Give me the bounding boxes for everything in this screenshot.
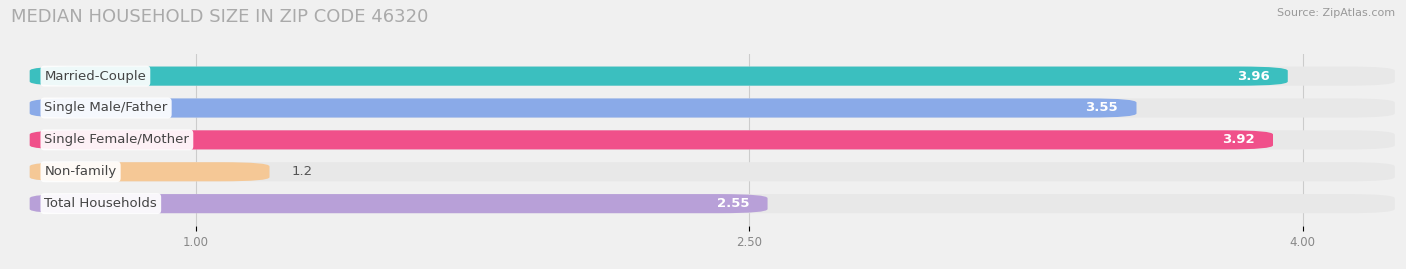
Text: 3.96: 3.96 bbox=[1236, 70, 1270, 83]
FancyBboxPatch shape bbox=[30, 66, 1395, 86]
FancyBboxPatch shape bbox=[30, 130, 1395, 150]
FancyBboxPatch shape bbox=[30, 162, 1395, 181]
FancyBboxPatch shape bbox=[30, 194, 768, 213]
Text: 2.55: 2.55 bbox=[717, 197, 749, 210]
Text: Single Female/Mother: Single Female/Mother bbox=[45, 133, 190, 146]
Text: Single Male/Father: Single Male/Father bbox=[45, 101, 167, 115]
FancyBboxPatch shape bbox=[30, 130, 1272, 150]
Text: Total Households: Total Households bbox=[45, 197, 157, 210]
Text: 3.55: 3.55 bbox=[1085, 101, 1118, 115]
Text: Married-Couple: Married-Couple bbox=[45, 70, 146, 83]
FancyBboxPatch shape bbox=[30, 98, 1395, 118]
Text: 1.2: 1.2 bbox=[291, 165, 312, 178]
Text: 3.92: 3.92 bbox=[1222, 133, 1254, 146]
FancyBboxPatch shape bbox=[30, 66, 1288, 86]
Text: Non-family: Non-family bbox=[45, 165, 117, 178]
Text: Source: ZipAtlas.com: Source: ZipAtlas.com bbox=[1277, 8, 1395, 18]
Text: MEDIAN HOUSEHOLD SIZE IN ZIP CODE 46320: MEDIAN HOUSEHOLD SIZE IN ZIP CODE 46320 bbox=[11, 8, 429, 26]
FancyBboxPatch shape bbox=[30, 98, 1136, 118]
FancyBboxPatch shape bbox=[30, 162, 270, 181]
FancyBboxPatch shape bbox=[30, 194, 1395, 213]
